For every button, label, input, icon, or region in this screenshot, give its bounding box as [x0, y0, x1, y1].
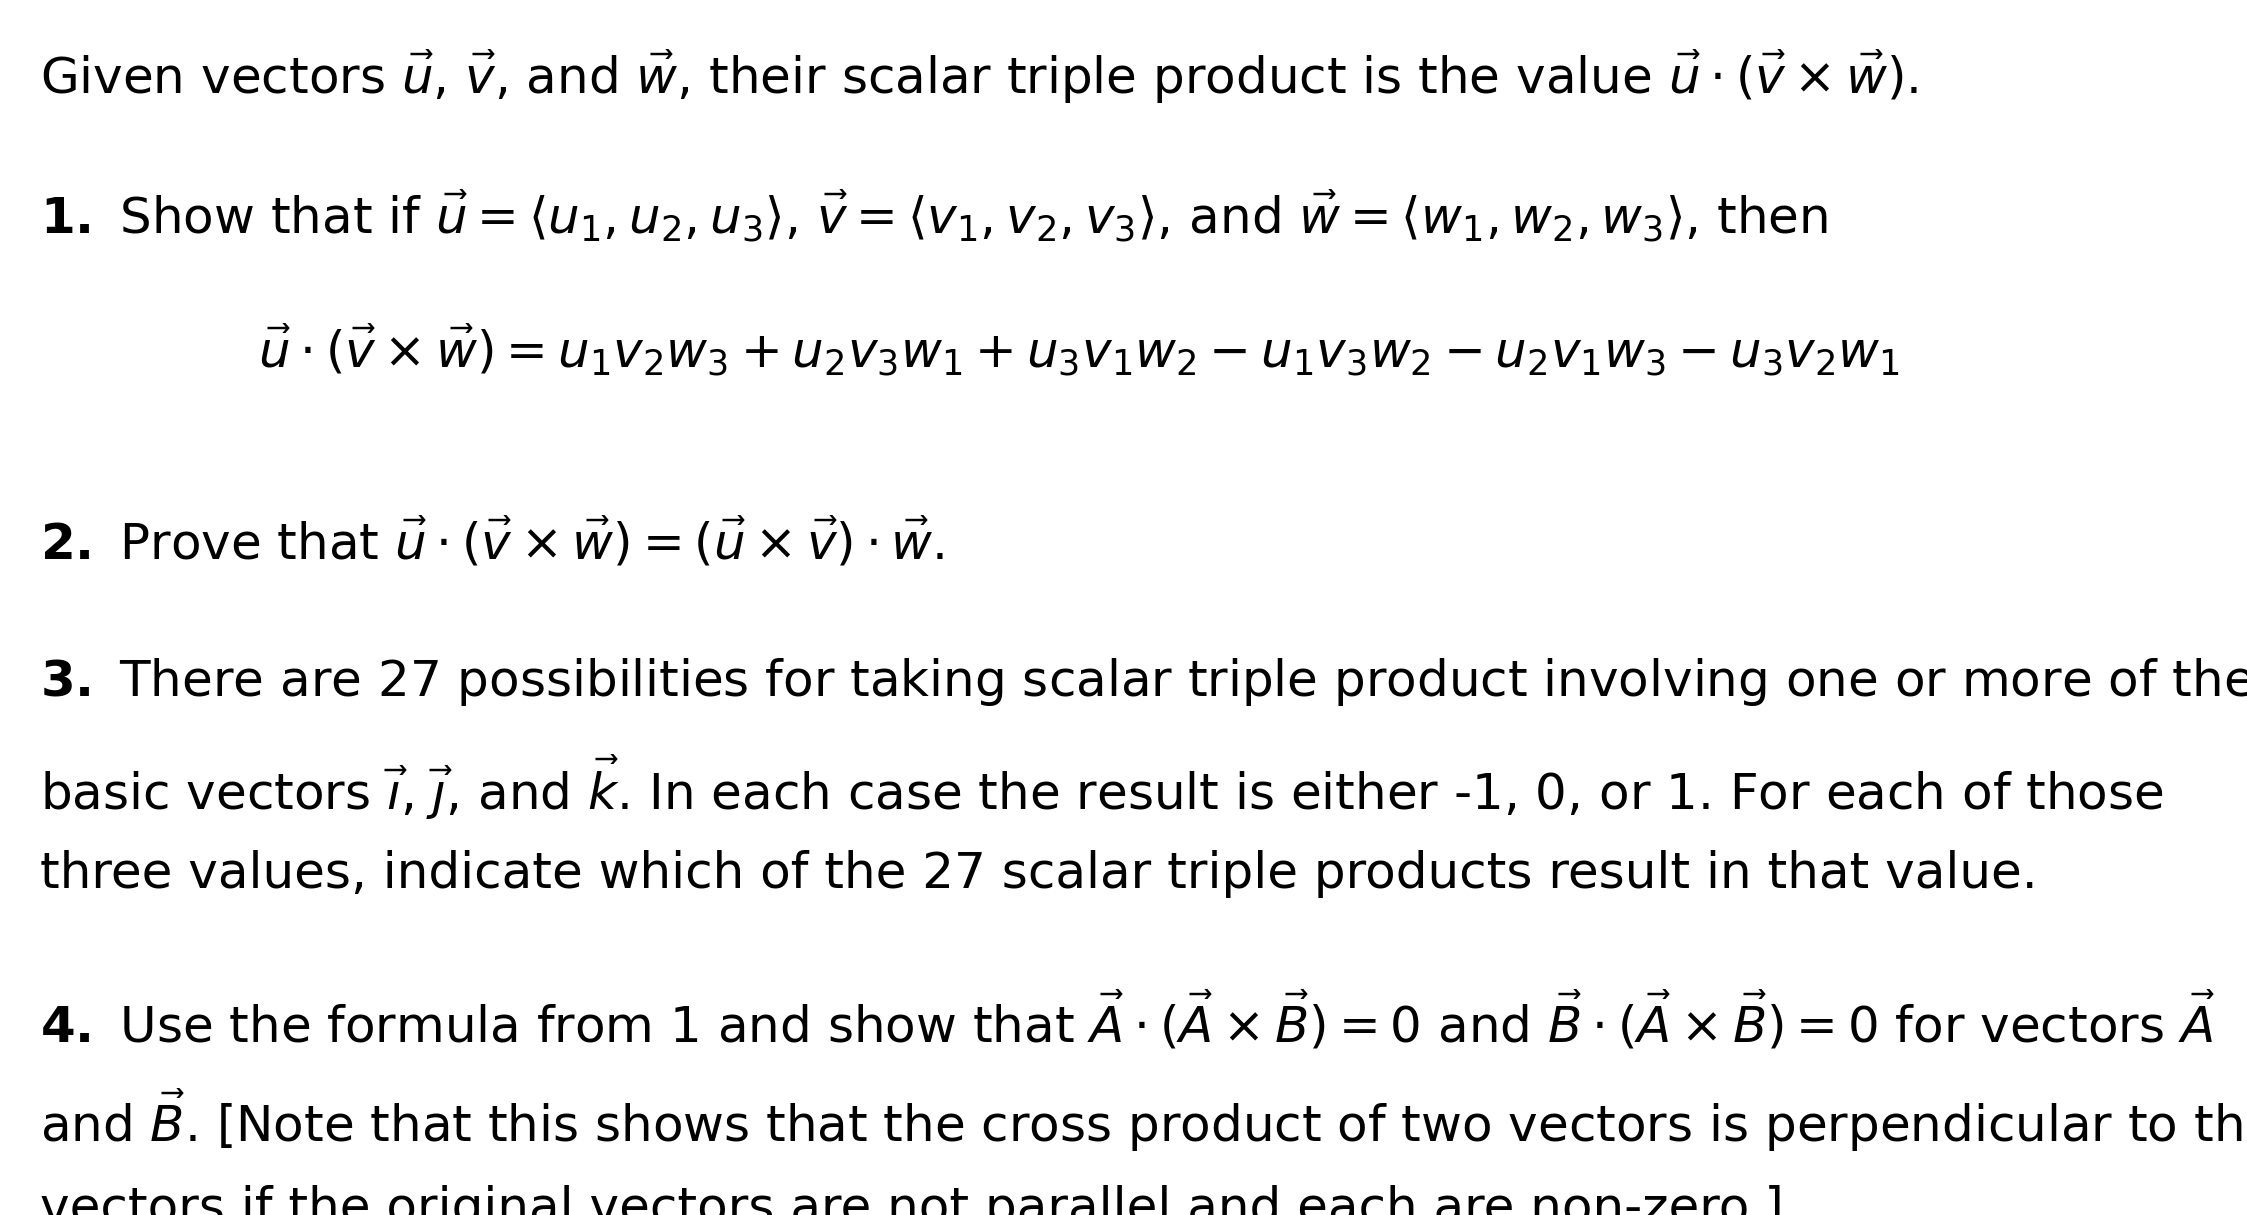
Text: $\mathbf{3.}$ There are 27 possibilities for taking scalar triple product involv: $\mathbf{3.}$ There are 27 possibilities… [40, 656, 2247, 708]
Text: $\vec{u} \cdot (\vec{v} \times \vec{w}) = u_1 v_2 w_3 + u_2 v_3 w_1 + u_3 v_1 w_: $\vec{u} \cdot (\vec{v} \times \vec{w}) … [258, 322, 1901, 378]
Text: vectors if the original vectors are not parallel and each are non-zero.]: vectors if the original vectors are not … [40, 1185, 1784, 1215]
Text: basic vectors $\vec{\imath}$, $\vec{\jmath}$, and $\vec{k}$. In each case the re: basic vectors $\vec{\imath}$, $\vec{\jma… [40, 753, 2164, 821]
Text: three values, indicate which of the 27 scalar triple products result in that val: three values, indicate which of the 27 s… [40, 850, 2038, 899]
Text: Given vectors $\vec{u}$, $\vec{v}$, and $\vec{w}$, their scalar triple product i: Given vectors $\vec{u}$, $\vec{v}$, and … [40, 49, 1919, 106]
Text: $\mathbf{2.}$ Prove that $\vec{u} \cdot (\vec{v} \times \vec{w}) = (\vec{u} \tim: $\mathbf{2.}$ Prove that $\vec{u} \cdot … [40, 516, 944, 570]
Text: and $\vec{B}$. [Note that this shows that the cross product of two vectors is pe: and $\vec{B}$. [Note that this shows tha… [40, 1087, 2247, 1154]
Text: $\mathbf{4.}$ Use the formula from 1 and show that $\vec{A} \cdot (\vec{A} \time: $\mathbf{4.}$ Use the formula from 1 and… [40, 990, 2216, 1052]
Text: $\mathbf{1.}$ Show that if $\vec{u} = \langle u_1, u_2, u_3 \rangle$, $\vec{v} =: $\mathbf{1.}$ Show that if $\vec{u} = \l… [40, 188, 1829, 244]
